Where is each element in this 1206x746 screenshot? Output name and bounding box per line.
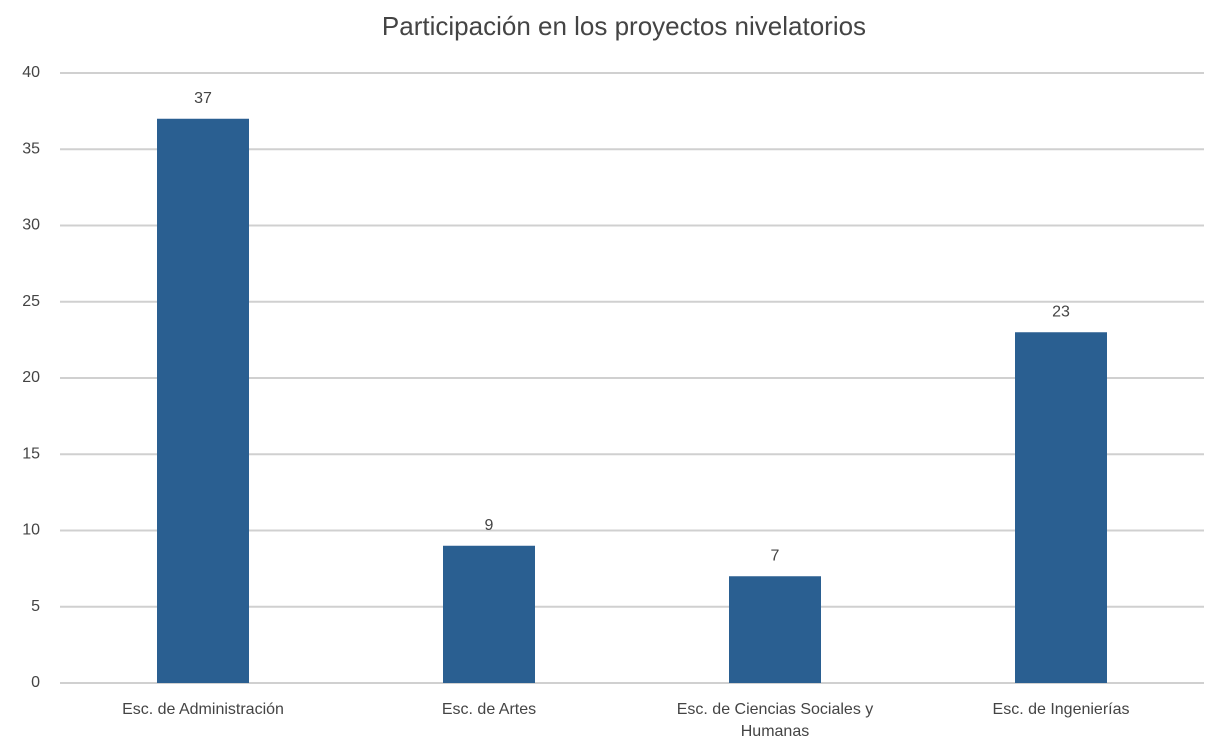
bar xyxy=(729,576,821,683)
y-tick-label: 30 xyxy=(22,217,40,234)
y-tick-label: 0 xyxy=(31,674,40,691)
y-tick-label: 10 xyxy=(22,522,40,539)
x-tick-label: Esc. de Administración xyxy=(122,701,284,718)
data-label: 7 xyxy=(771,547,780,564)
y-tick-label: 15 xyxy=(22,445,40,462)
y-tick-label: 5 xyxy=(31,598,40,615)
x-tick-label: Esc. de Artes xyxy=(441,701,537,718)
bar xyxy=(443,545,535,683)
x-tick-label: Esc. de Ciencias Sociales y Humanas xyxy=(676,701,874,740)
bar xyxy=(157,118,249,683)
y-tick-label: 20 xyxy=(22,369,40,386)
y-tick-label: 25 xyxy=(22,293,40,310)
data-label: 37 xyxy=(194,90,212,107)
x-tick-label: Esc. de Ingenierías xyxy=(992,701,1130,718)
data-label: 9 xyxy=(485,517,494,534)
data-label: 23 xyxy=(1052,303,1070,320)
chart-title: Participación en los proyectos nivelator… xyxy=(382,11,866,41)
bar xyxy=(1015,332,1107,683)
y-tick-label: 40 xyxy=(22,64,40,81)
y-tick-label: 35 xyxy=(22,140,40,157)
